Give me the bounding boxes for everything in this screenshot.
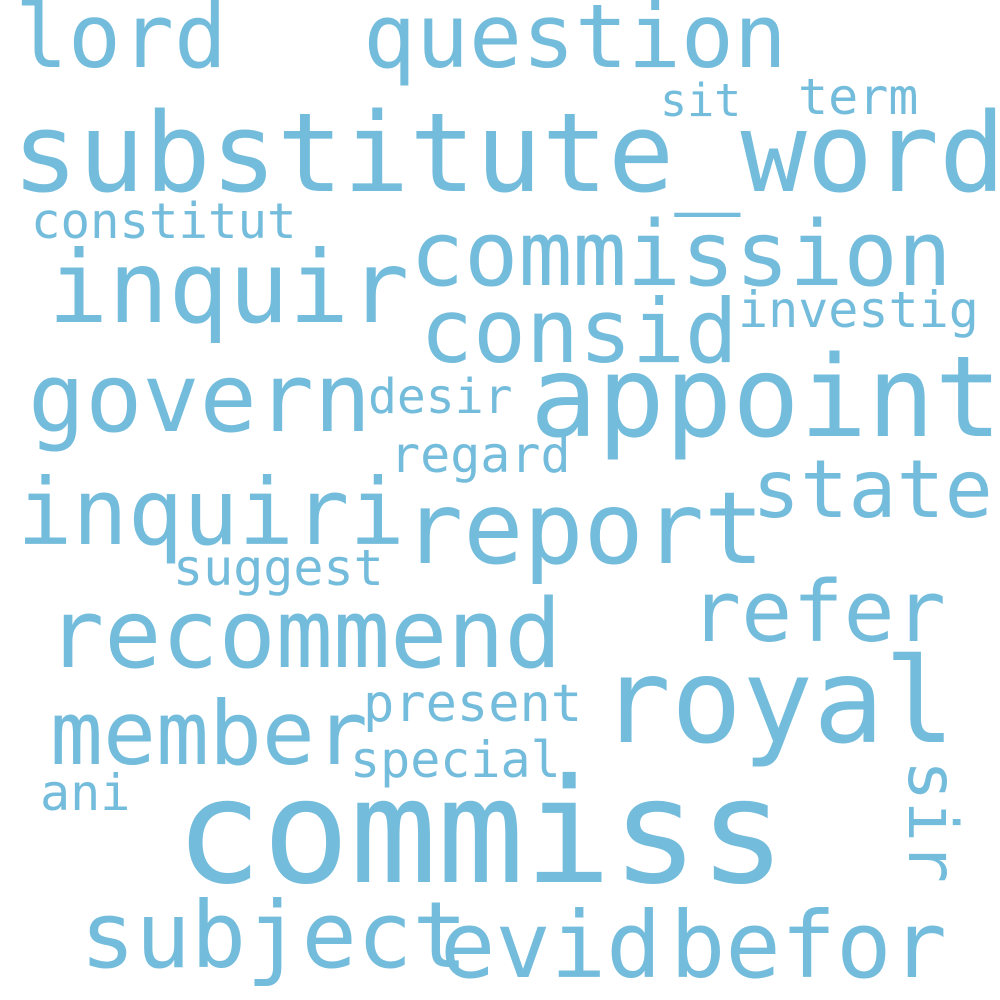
word-regard: regard bbox=[390, 426, 571, 484]
word-evid: evid bbox=[440, 892, 662, 999]
word-term: term bbox=[798, 68, 919, 126]
word-ani: ani bbox=[40, 764, 131, 822]
word-special: special bbox=[350, 731, 561, 789]
word-state: state bbox=[752, 443, 993, 536]
word-govern: govern bbox=[28, 344, 372, 454]
word-substitute-word: substitute_word bbox=[12, 89, 1000, 217]
word-member: member bbox=[50, 682, 368, 785]
word-consid: consid bbox=[420, 280, 738, 383]
word-royal: royal bbox=[600, 632, 956, 770]
word-constitut: constitut bbox=[31, 193, 297, 250]
word-commiss: commiss bbox=[175, 748, 787, 917]
word-inquiri: inquiri bbox=[17, 459, 405, 566]
word-appoint: appoint bbox=[530, 333, 1000, 463]
word-sit: sit bbox=[660, 74, 742, 127]
word-sir: sir bbox=[892, 760, 971, 883]
word-refer: refer bbox=[690, 563, 946, 662]
word-present: present bbox=[363, 674, 583, 734]
word-suggest: suggest bbox=[173, 539, 384, 597]
word-befor: befor bbox=[670, 892, 947, 999]
word-lord: lord bbox=[15, 0, 227, 88]
word-recommend: recommend bbox=[47, 580, 562, 690]
word-report: report bbox=[403, 470, 765, 587]
word-commission: commission bbox=[410, 202, 952, 307]
word-inquir: inquir bbox=[48, 229, 410, 346]
word-subject: subject bbox=[80, 882, 468, 989]
word-desir: desir bbox=[368, 369, 513, 425]
word-question: question bbox=[363, 0, 787, 88]
word-investig: investig bbox=[738, 281, 979, 339]
